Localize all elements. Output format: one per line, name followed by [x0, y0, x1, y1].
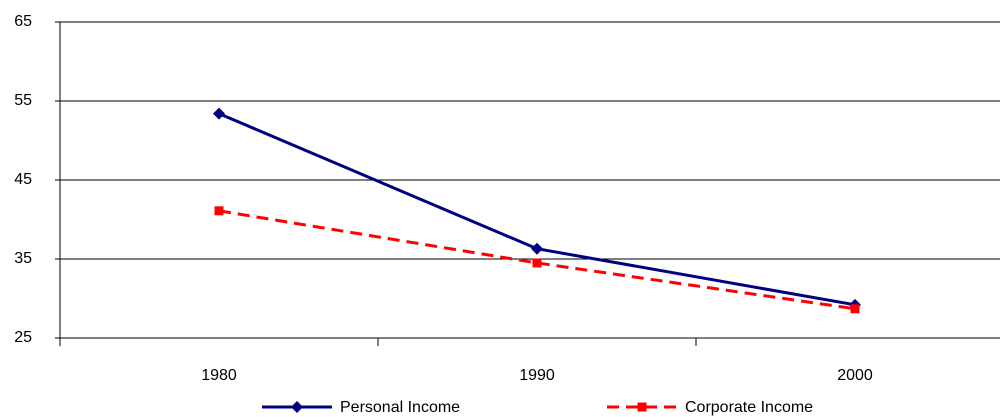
legend-label: Personal Income	[340, 399, 460, 416]
y-tick-label: 65	[14, 13, 32, 30]
legend-marker	[291, 401, 303, 413]
x-tick-label: 1980	[201, 367, 237, 384]
series-line	[218, 209, 856, 311]
x-tick-label: 1990	[519, 367, 555, 384]
y-tick-label: 35	[14, 250, 32, 267]
series-line	[218, 112, 856, 307]
y-tick-label: 55	[14, 92, 32, 109]
legend-label: Corporate Income	[685, 399, 813, 416]
y-tick-label: 45	[14, 171, 32, 188]
y-tick-label: 25	[14, 329, 32, 346]
point	[850, 304, 860, 314]
legend-marker	[637, 402, 647, 412]
point	[531, 242, 543, 255]
point	[532, 258, 542, 268]
point	[214, 206, 224, 216]
point	[213, 107, 225, 120]
x-tick-label: 2000	[837, 367, 873, 384]
